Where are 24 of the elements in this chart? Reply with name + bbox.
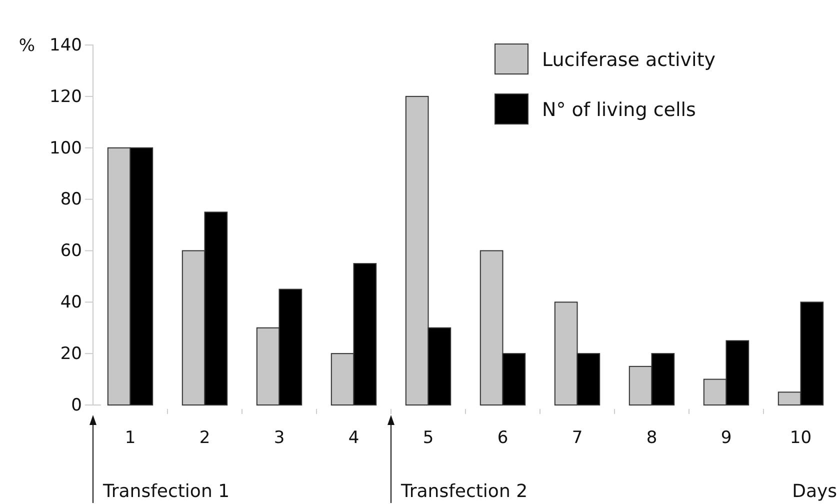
text: Transfection 1: [102, 481, 230, 502]
y-tick-label: 100: [50, 138, 82, 158]
y-tick-label: 60: [60, 241, 82, 262]
x-tick-label: 6: [497, 428, 508, 448]
y-tick-label: 40: [60, 292, 82, 313]
x-axis-title: Days: [792, 481, 837, 502]
legend-label: N° of living cells: [542, 99, 696, 121]
y-tick-label: 0: [71, 395, 82, 416]
y-tick-label: 120: [50, 86, 82, 107]
x-tick-label: 8: [646, 428, 658, 448]
x-tick-label: 10: [790, 428, 812, 448]
y-axis-title: %: [18, 36, 35, 56]
x-tick-label: 1: [124, 428, 136, 448]
text: Transfection 2: [400, 481, 528, 502]
x-tick-label: 7: [572, 428, 583, 448]
legend-label: Luciferase activity: [542, 49, 716, 71]
x-tick-label: 3: [274, 428, 285, 448]
y-tick-label: 140: [50, 35, 82, 56]
y-tick-label: 80: [60, 190, 82, 210]
y-tick-label: 20: [60, 344, 82, 364]
x-tick-label: 9: [720, 428, 732, 448]
x-tick-label: 5: [422, 428, 434, 448]
x-tick-label: 4: [348, 428, 360, 448]
x-tick-label: 2: [199, 428, 210, 448]
